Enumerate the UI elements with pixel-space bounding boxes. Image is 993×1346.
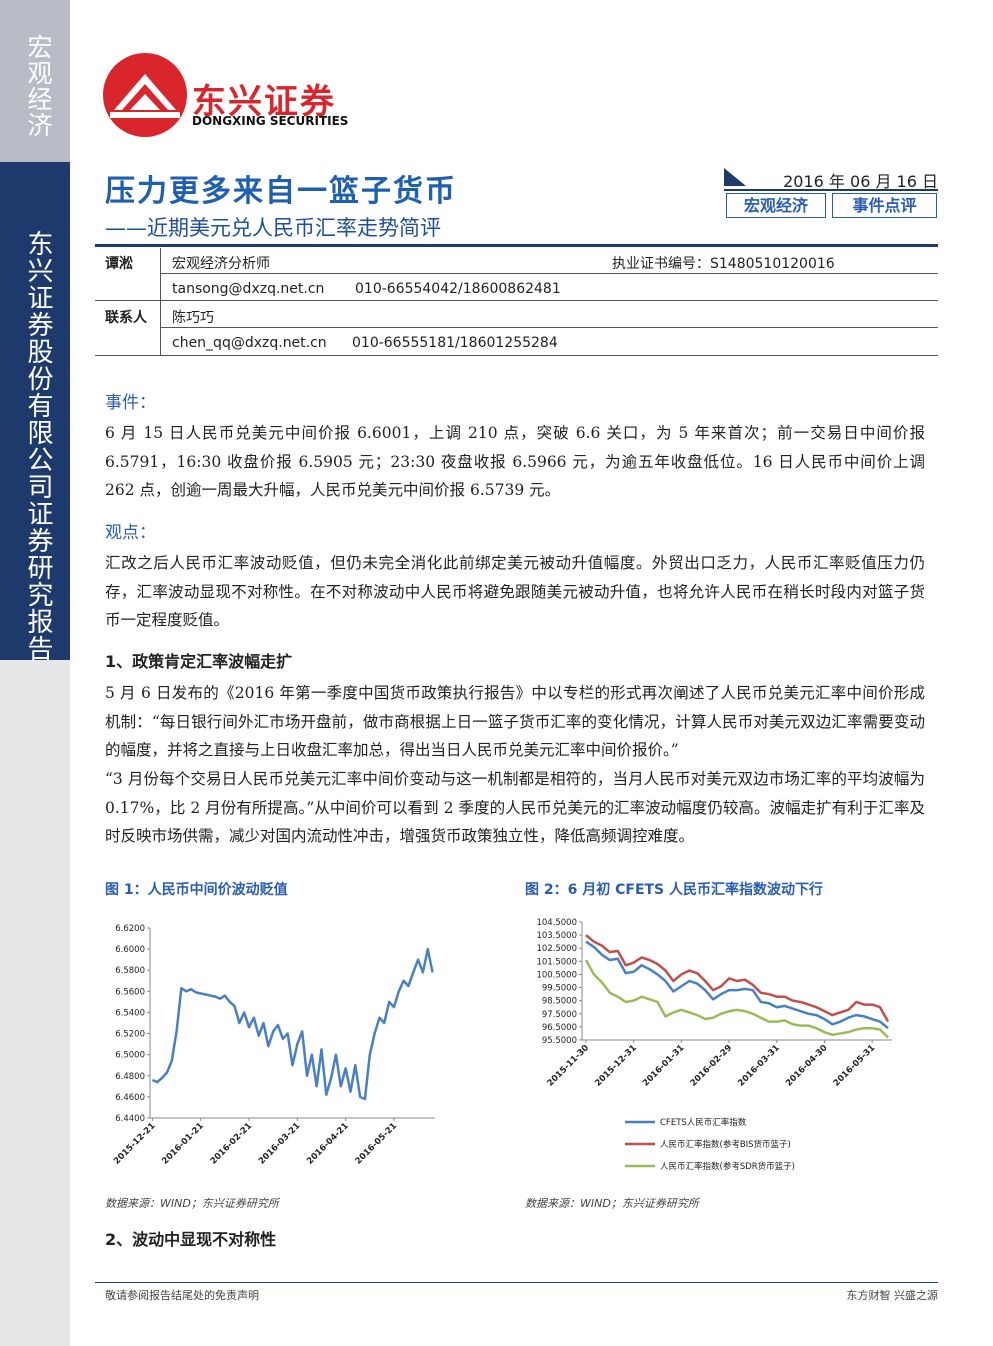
y-tick-label: 97.5000 [542,1010,577,1020]
analyst-title: 宏观经济分析师 [172,256,270,272]
brand: 东兴证券 [192,82,336,122]
figure-source: 数据来源：WIND；东兴证券研究所 [105,1197,279,1210]
series-line [585,934,890,1023]
sidebar-bottom [0,660,70,1346]
series-line [584,959,889,1039]
series-line [151,947,434,1101]
sidebar-middle [0,162,70,660]
sidebar-category: 宏观经济 [24,34,53,138]
legend-label: 人民币汇率指数(参考SDR货币篮子) [660,1161,795,1172]
analyst-license: 执业证书编号：S1480510120016 [612,256,835,272]
date-triangle [724,168,746,186]
contact-email: chen_qq@dxzq.net.cn [172,335,327,351]
x-tick-label: 2016-04-21 [305,1121,351,1167]
header-rule [95,244,938,247]
y-tick-label: 6.5200 [115,1030,145,1040]
section-heading: 事件： [105,393,156,413]
contact-phone: 010-66555181/18601255284 [352,335,558,351]
footer-left: 敬请参阅报告结尾处的免责声明 [105,1289,259,1302]
tag: 宏观经济 [726,193,826,218]
y-tick-label: 6.5400 [115,1008,145,1018]
sidebar-top [0,0,70,162]
date-rule [724,189,938,191]
y-tick-label: 95.5000 [542,1036,577,1046]
chart: 95.5000 96.5000 97.5000 98.5000 99.5000 100.5… [536,918,892,1172]
contact-name: 陈巧巧 [172,310,214,326]
section-heading: 观点： [105,523,156,543]
table-divider [160,248,161,355]
paragraph: “3 月份每个交易日人民币兑美元汇率中间价变动与这一机制都是相符的，当月人民币对… [105,770,925,845]
tag: 事件点评 [832,193,937,218]
y-tick-label: 102.5000 [536,944,577,954]
x-tick-label: 2016-01-21 [160,1121,206,1167]
x-tick-label: 2016-03-31 [736,1043,782,1089]
brand-en: DONGXING SECURITIES [192,114,349,128]
analyst-name: 谭淞 [105,256,133,272]
y-tick-label: 98.5000 [542,997,577,1007]
x-tick-label: 2016-05-31 [832,1043,878,1089]
legend-label: CFETS人民币汇率指数 [660,1117,747,1128]
paragraph: 6 月 15 日人民币兑美元中间价报 6.6001，上调 210 点，突破 6.… [105,424,925,499]
y-tick-label: 99.5000 [542,984,577,994]
report-title: 压力更多来自一篮子货币 [105,174,457,209]
section-heading: 2、波动中显现不对称性 [105,1230,277,1249]
x-tick-label: 2016-05-21 [354,1121,400,1167]
table-rule [160,327,938,328]
sidebar-company: 东兴证券股份有限公司证券研究报告 [23,230,53,662]
y-tick-label: 6.5000 [115,1051,145,1061]
report-date: 2016 年 06 月 16 日 [783,172,938,191]
y-tick-label: 104.5000 [536,918,577,928]
x-tick-label: 2015-11-30 [546,1043,592,1089]
y-tick-label: 6.6000 [115,945,145,955]
y-tick-label: 6.5800 [115,966,145,976]
x-tick-label: 2015-12-21 [112,1121,158,1167]
x-tick-label: 2016-02-29 [689,1043,735,1089]
y-tick-label: 6.4400 [115,1114,145,1124]
y-tick-label: 103.5000 [536,931,577,941]
y-tick-label: 101.5000 [536,957,577,967]
x-tick-label: 2016-03-21 [257,1121,303,1167]
paragraph: 汇改之后人民币汇率波动贬值，但仍未完全消化此前绑定美元被动升值幅度。外贸出口乏力… [105,554,925,629]
logo-mark [103,53,187,137]
x-tick-label: 2015-12-31 [593,1043,639,1089]
footer-rule [95,1282,938,1283]
contact-label: 联系人 [105,310,147,326]
analyst-email: tansong@dxzq.net.cn [172,281,325,297]
y-tick-label: 6.4800 [115,1072,145,1082]
x-tick-label: 2016-02-21 [209,1121,255,1167]
y-tick-label: 6.6200 [115,924,145,934]
analyst-phone: 010-66554042/18600862481 [355,281,561,297]
table-rule [95,300,938,301]
x-tick-label: 2016-01-31 [641,1043,687,1089]
series-line [585,940,889,1030]
y-tick-label: 96.5000 [542,1023,577,1033]
section-heading: 1、政策肯定汇率波幅走扩 [105,652,293,671]
y-tick-label: 6.5600 [115,987,145,997]
figure-caption: 图 2：6 月初 CFETS 人民币汇率指数波动下行 [525,882,824,898]
y-tick-label: 6.4600 [115,1093,145,1103]
figure-source: 数据来源：WIND；东兴证券研究所 [525,1197,699,1210]
figure-caption: 图 1：人民币中间价波动贬值 [105,882,288,898]
table-rule [95,355,938,356]
paragraph: 5 月 6 日发布的《2016 年第一季度中国货币政策执行报告》中以专栏的形式再… [105,684,925,759]
table-rule [160,273,938,274]
report-subtitle: ——近期美元兑人民币汇率走势简评 [105,216,441,240]
chart: 6.4400 6.4600 6.4800 6.5000 6.5200 6.5400 6.56… [112,924,435,1167]
legend-label: 人民币汇率指数(参考BIS货币篮子) [660,1139,791,1150]
x-tick-label: 2016-04-30 [784,1043,830,1089]
y-tick-label: 100.5000 [536,970,577,980]
footer-right: 东方财智 兴盛之源 [846,1289,939,1302]
